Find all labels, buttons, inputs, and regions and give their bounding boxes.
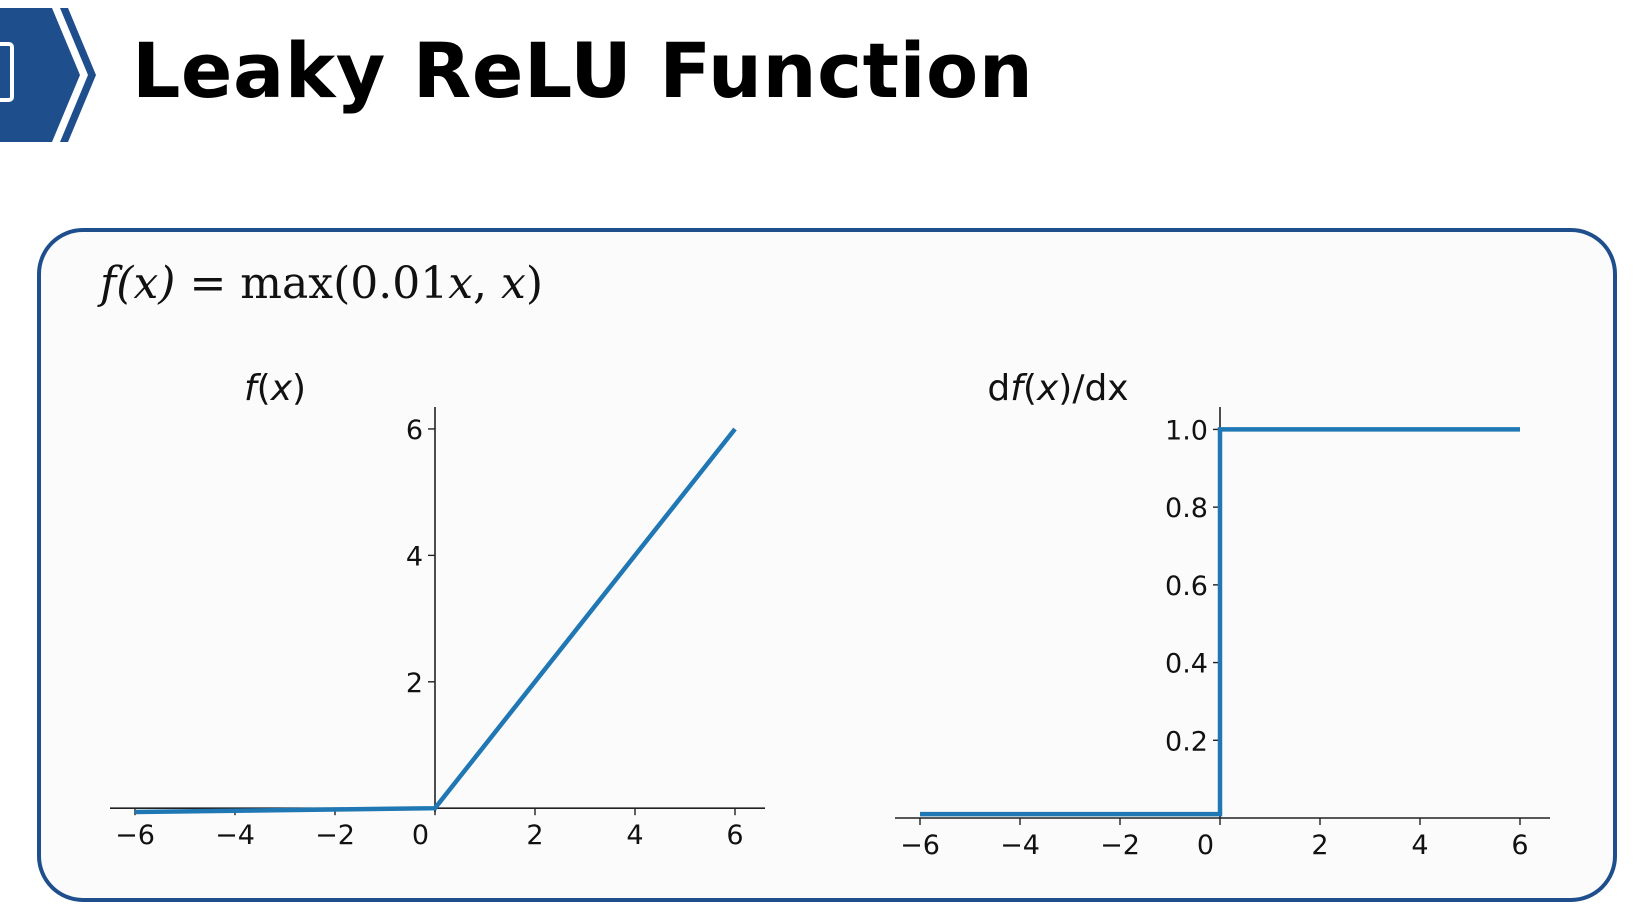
content-panel — [37, 228, 1617, 902]
formula-close: ) — [525, 258, 544, 309]
x-tick-label: 0 — [1197, 830, 1214, 861]
x-tick-label: 4 — [1411, 830, 1428, 861]
chart-title-part: ( — [1023, 368, 1037, 409]
formula-max: max(0.01 — [240, 258, 449, 309]
y-tick-label: 4 — [406, 541, 423, 572]
x-tick-label: 6 — [726, 820, 743, 851]
x-tick-label: −4 — [1000, 830, 1040, 861]
x-tick-label: 0 — [412, 820, 429, 851]
x-tick-label: 2 — [526, 820, 543, 851]
x-tick-label: −4 — [215, 820, 255, 851]
x-tick-label: −2 — [1100, 830, 1140, 861]
formula-arg: (x) — [116, 258, 176, 309]
x-tick-label: −2 — [315, 820, 355, 851]
x-tick-label: 6 — [1511, 830, 1528, 861]
y-tick-label: 0.6 — [1165, 571, 1208, 602]
y-tick-label: 6 — [406, 415, 423, 446]
formula: f(x) = max(0.01x, x) — [100, 258, 543, 309]
formula-sep: , — [473, 258, 502, 309]
y-tick-label: 0.2 — [1165, 726, 1208, 757]
x-tick-label: −6 — [115, 820, 155, 851]
chart-title-part: ( — [257, 368, 271, 409]
x-tick-label: 4 — [626, 820, 643, 851]
y-tick-label: 1.0 — [1165, 415, 1208, 446]
series-line — [134, 427, 737, 815]
chart-title-part: )/dx — [1058, 368, 1128, 409]
formula-fn: f — [100, 258, 117, 309]
slide-title: Leaky ReLU Function — [132, 26, 1034, 115]
x-tick-label: 2 — [1311, 830, 1328, 861]
x-tick-label: −6 — [900, 830, 940, 861]
chart-title-part: ) — [292, 368, 306, 409]
y-tick-label: 0.8 — [1165, 493, 1208, 524]
formula-equals: = — [175, 258, 241, 309]
y-tick-label: 0.4 — [1165, 649, 1208, 680]
chart-title-part: x — [270, 368, 293, 409]
chart-title: df(x)/dx — [987, 368, 1128, 409]
chart-title-part: x — [1036, 368, 1059, 409]
formula-x1: x — [448, 258, 474, 309]
chevron-badge-icon — [0, 8, 96, 142]
chart-title-part: d — [987, 368, 1010, 409]
chart-title: f(x) — [244, 368, 306, 409]
y-tick-label: 2 — [406, 668, 423, 699]
formula-x2: x — [501, 258, 526, 309]
series-line — [920, 427, 1520, 817]
